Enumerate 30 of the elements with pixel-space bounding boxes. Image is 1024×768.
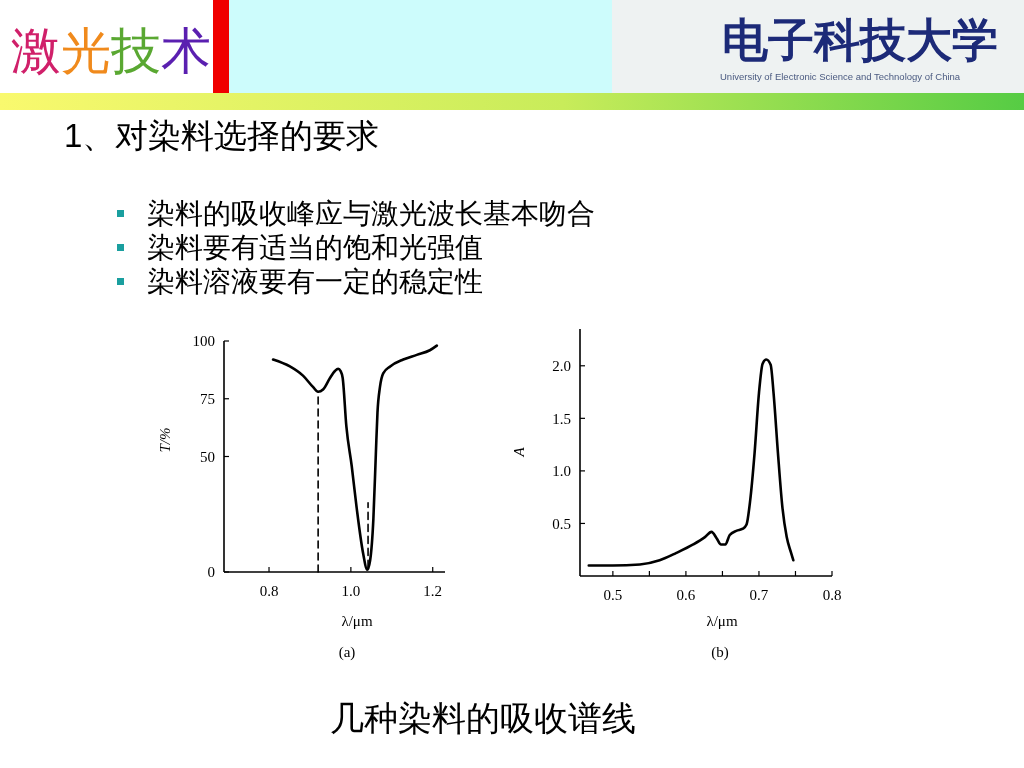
text: (a) (338, 644, 356, 661)
line-series (587, 358, 795, 567)
y-axis-title: A (511, 446, 527, 458)
text: 染料要有适当的饱和光强值 (147, 232, 483, 263)
text: University of Electronic Science and Technology of China (720, 71, 961, 82)
text: 染料溶液要有一定的稳定性 (147, 266, 483, 297)
text: (b) (711, 644, 729, 661)
x-tick-label: 0.6 (676, 587, 696, 603)
y-tick-label: 1.0 (552, 463, 571, 480)
x-tick-label: 1.2 (423, 583, 443, 599)
text: 染料的吸收峰应与激光波长基本吻合 (147, 198, 595, 229)
x-tick-label: 0.8 (259, 583, 279, 599)
x-tick-label: 0.7 (749, 587, 769, 603)
y-tick-label: 0 (207, 564, 215, 581)
y-tick-label: 75 (200, 391, 215, 407)
x-axis-title: λ/μm (341, 613, 373, 629)
y-axis-title: T/% (157, 427, 173, 453)
text: 激光技术 (11, 23, 211, 79)
x-axis-title: λ/μm (706, 613, 738, 629)
x-tick-label: 0.5 (603, 587, 623, 603)
text: 1、对染料选择的要求 (64, 117, 380, 154)
y-tick-label: 1.5 (552, 410, 571, 427)
x-tick-label: 0.8 (822, 587, 842, 603)
y-tick-label: 0.5 (552, 515, 571, 532)
y-tick-label: 100 (192, 333, 215, 350)
x-tick-label: 1.0 (341, 583, 361, 599)
text: 电子科技大学 (722, 15, 998, 66)
y-tick-label: 50 (200, 448, 215, 465)
y-tick-label: 2.0 (552, 358, 571, 375)
text: 几种染料的吸收谱线 (330, 699, 636, 737)
